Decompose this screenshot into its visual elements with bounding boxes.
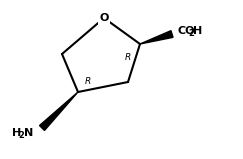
Text: 2: 2	[18, 131, 24, 140]
Text: O: O	[99, 13, 109, 23]
Text: H: H	[12, 128, 21, 138]
Text: CO: CO	[177, 26, 194, 36]
Text: R: R	[125, 53, 131, 62]
Text: R: R	[85, 77, 91, 86]
Text: H: H	[193, 26, 202, 36]
Text: 2: 2	[188, 29, 194, 38]
Text: N: N	[24, 128, 33, 138]
Polygon shape	[140, 31, 173, 44]
Polygon shape	[40, 92, 78, 131]
